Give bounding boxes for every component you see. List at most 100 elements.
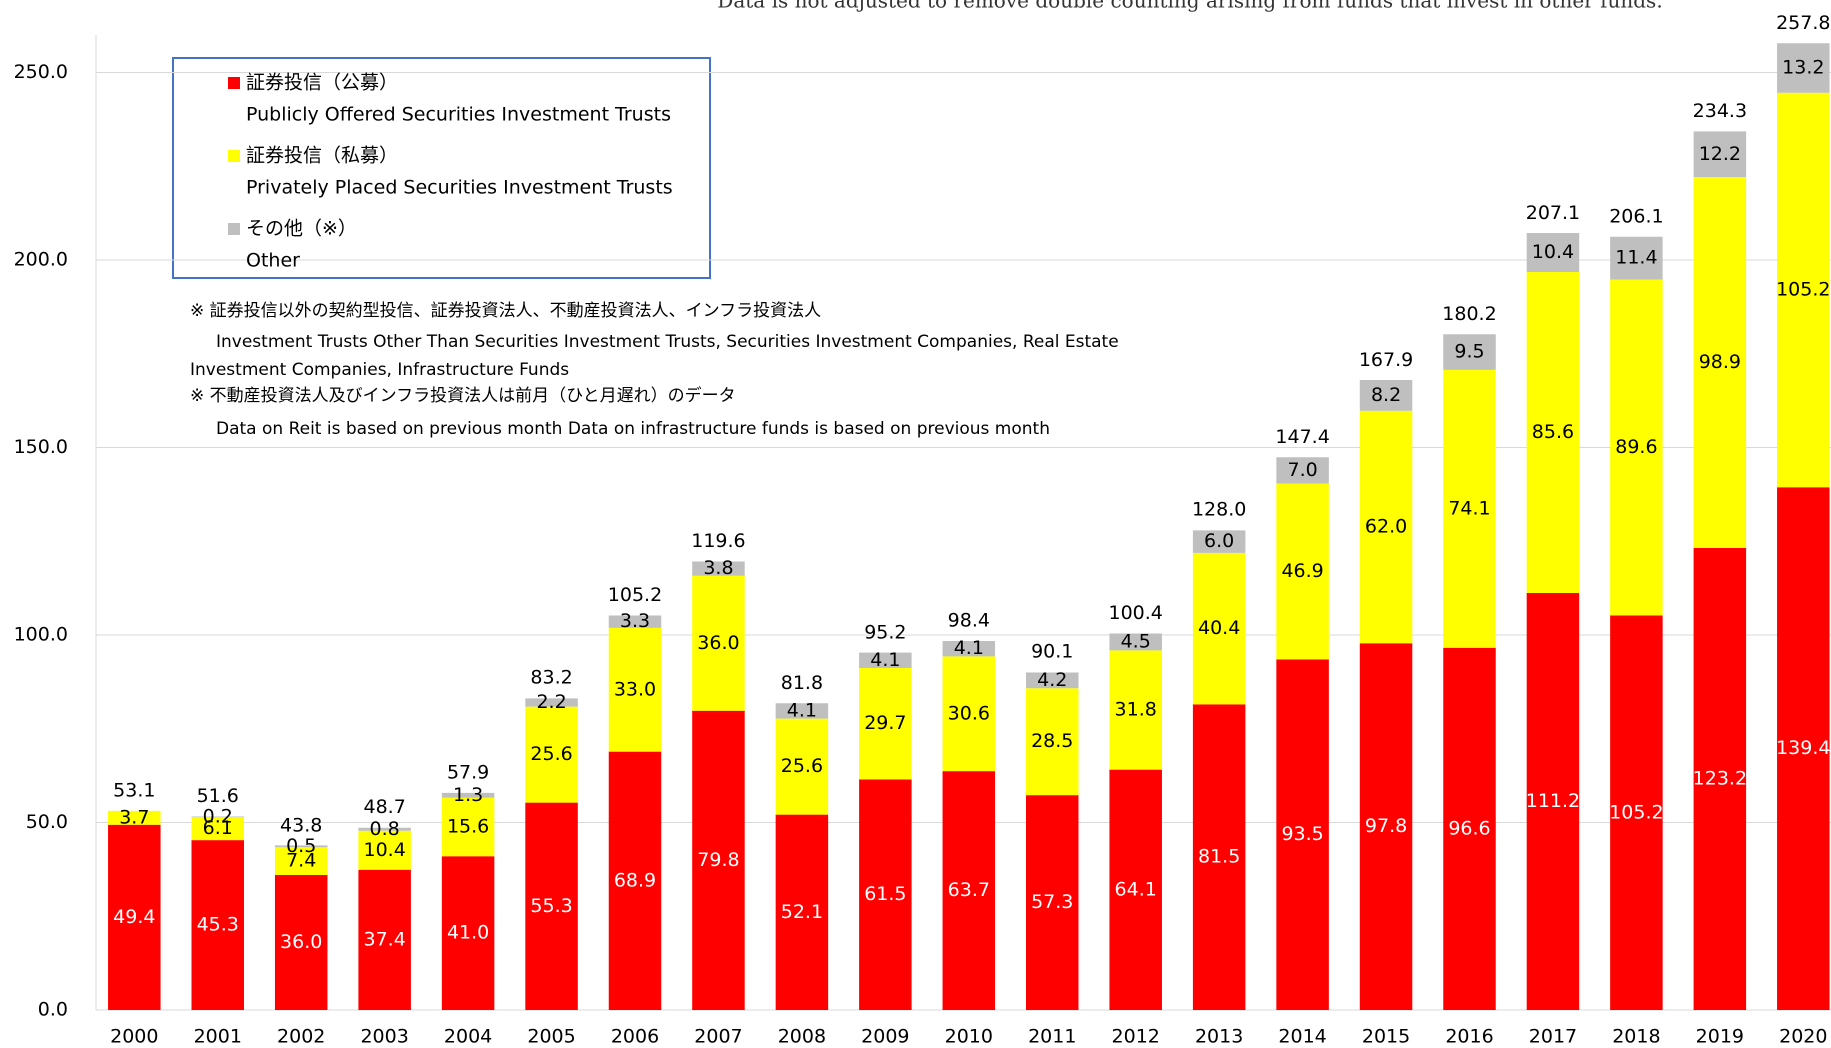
bar-segment	[775, 703, 829, 719]
data-label: 25.6	[530, 743, 572, 765]
data-label: 97.8	[1365, 815, 1407, 837]
total-label: 207.1	[1526, 202, 1580, 224]
total-label: 83.2	[530, 667, 572, 689]
data-label: 96.6	[1448, 817, 1490, 839]
data-label: 63.7	[948, 879, 990, 901]
data-label: 6.0	[1204, 530, 1234, 552]
bar-segment	[1693, 548, 1747, 1010]
bar-segment	[942, 656, 996, 772]
bar-segment	[191, 840, 244, 1010]
bar-segment	[1359, 643, 1413, 1010]
bar-segment	[108, 810, 161, 825]
bar-segment	[1109, 769, 1162, 1010]
data-label: 13.2	[1782, 57, 1824, 79]
legend-label: その他（※）	[246, 218, 357, 240]
bar-segment	[1443, 369, 1496, 648]
y-tick-label: 0.0	[38, 999, 68, 1021]
bar-segment	[1276, 457, 1329, 484]
total-label: 100.4	[1108, 602, 1162, 624]
x-tick-label: 2007	[694, 1026, 742, 1048]
bar-segment	[108, 824, 161, 1010]
bar-segment	[191, 816, 244, 818]
bar-segment	[525, 802, 578, 1010]
data-label: 2.2	[536, 691, 566, 713]
bar-segment	[1192, 704, 1246, 1010]
total-label: 43.8	[280, 814, 322, 836]
data-label: 79.8	[697, 849, 739, 871]
data-label: 62.0	[1365, 516, 1407, 538]
note: ※ 不動産投資法人及びインフラ投資法人は前月（ひと月遅れ）のデータ	[190, 385, 736, 406]
bar-segment	[1026, 688, 1079, 796]
data-label: 52.1	[781, 901, 823, 923]
total-label: 119.6	[691, 530, 745, 552]
data-label: 105.2	[1776, 279, 1830, 301]
note: Investment Companies, Infrastructure Fun…	[190, 360, 569, 380]
bar-segment	[1109, 650, 1162, 770]
data-label: 3.3	[620, 610, 650, 632]
bar-segment	[1777, 43, 1830, 93]
bar-segment	[692, 575, 745, 711]
data-label: 55.3	[530, 895, 572, 917]
data-label: 4.5	[1121, 630, 1151, 652]
bar-segment	[859, 668, 912, 780]
bar-segment	[1192, 530, 1246, 553]
bar-segment	[358, 869, 411, 1010]
bar-segment	[1109, 633, 1162, 651]
x-tick-label: 2014	[1278, 1026, 1326, 1048]
data-label: 6.1	[203, 817, 233, 839]
bar-segment	[274, 875, 328, 1010]
x-tick-label: 2001	[194, 1026, 242, 1048]
bar-segment	[274, 845, 328, 848]
x-tick-label: 2016	[1445, 1026, 1493, 1048]
y-tick-label: 250.0	[14, 61, 68, 83]
bar-segment	[1443, 334, 1496, 370]
bar-segment	[1610, 615, 1663, 1010]
legend-label: Privately Placed Securities Investment T…	[246, 177, 673, 199]
bar-segment	[608, 751, 662, 1010]
note: Data on Reit is based on previous month …	[216, 419, 1050, 439]
bar-segment	[608, 615, 662, 628]
data-label: 4.1	[870, 649, 900, 671]
bar-segment	[1276, 483, 1329, 660]
data-label: 98.9	[1699, 351, 1741, 373]
bar-segment	[775, 718, 829, 815]
data-label: 57.3	[1031, 891, 1073, 913]
bar-segment	[1276, 659, 1329, 1010]
y-tick-label: 100.0	[14, 624, 68, 646]
bar-segment	[441, 856, 495, 1010]
data-label: 33.0	[614, 678, 656, 700]
x-tick-label: 2017	[1529, 1026, 1577, 1048]
data-label: 7.4	[286, 850, 316, 872]
total-label: 51.6	[197, 785, 239, 807]
y-tick-label: 150.0	[14, 436, 68, 458]
data-label: 9.5	[1454, 341, 1484, 363]
bar-segment	[358, 830, 411, 870]
bar-segment	[1359, 410, 1413, 644]
data-label: 139.4	[1776, 737, 1830, 759]
total-label: 57.9	[447, 761, 489, 783]
x-tick-label: 2019	[1696, 1026, 1744, 1048]
total-label: 98.4	[948, 610, 990, 632]
data-label: 4.2	[1037, 669, 1067, 691]
bar-segment	[1526, 233, 1580, 272]
x-tick-label: 2002	[277, 1026, 325, 1048]
data-label: 25.6	[781, 755, 823, 777]
bar-segment	[775, 814, 829, 1010]
bar-segment	[1777, 487, 1830, 1010]
note: Investment Trusts Other Than Securities …	[216, 332, 1119, 352]
data-label: 85.6	[1532, 421, 1574, 443]
x-tick-label: 2020	[1779, 1026, 1827, 1048]
x-tick-label: 2011	[1028, 1026, 1076, 1048]
x-tick-label: 2013	[1195, 1026, 1243, 1048]
data-label: 37.4	[363, 928, 405, 950]
data-label: 28.5	[1031, 730, 1073, 752]
data-label: 12.2	[1699, 143, 1741, 165]
data-label: 0.2	[203, 805, 233, 827]
bar-segment	[942, 641, 996, 657]
x-tick-label: 2003	[360, 1026, 408, 1048]
bar-segment	[1526, 593, 1580, 1010]
data-label: 36.0	[280, 931, 322, 953]
legend-swatch	[228, 223, 240, 235]
x-tick-label: 2004	[444, 1026, 492, 1048]
data-label: 40.4	[1198, 617, 1240, 639]
